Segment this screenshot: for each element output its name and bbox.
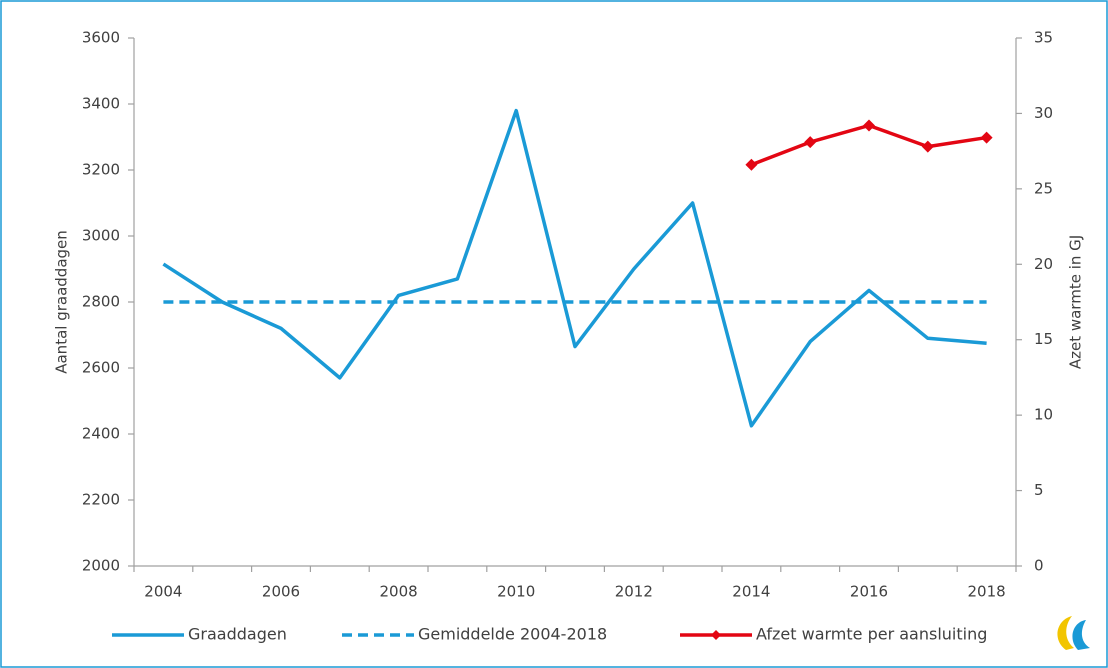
- legend-label: Graaddagen: [188, 625, 287, 644]
- legend-label: Afzet warmte per aansluiting: [756, 625, 987, 644]
- y2-tick-label: 15: [1034, 330, 1053, 348]
- marker: [921, 140, 934, 153]
- marker: [804, 136, 817, 149]
- y-axis-label: Aantal graaddagen: [53, 230, 71, 374]
- y-tick-label: 2800: [82, 293, 120, 311]
- y-tick-label: 2200: [82, 491, 120, 509]
- x-tick-label: 2014: [732, 583, 770, 601]
- y-tick-label: 3400: [82, 95, 120, 113]
- logo: [1057, 616, 1090, 650]
- x-tick-label: 2012: [615, 583, 653, 601]
- y-tick-label: 3000: [82, 227, 120, 245]
- y-tick-label: 2000: [82, 557, 120, 575]
- x-tick-label: 2006: [262, 583, 300, 601]
- x-tick-label: 2010: [497, 583, 535, 601]
- y-tick-label: 2400: [82, 425, 120, 443]
- series-line: [162, 108, 987, 428]
- y2-tick-label: 20: [1034, 255, 1053, 273]
- x-tick-label: 2016: [850, 583, 888, 601]
- y2-axis-label: Azet warmte in GJ: [1067, 235, 1085, 369]
- y2-tick-label: 5: [1034, 481, 1044, 499]
- legend-label: Gemiddelde 2004-2018: [418, 625, 607, 644]
- legend-marker: [711, 630, 721, 640]
- y2-tick-label: 35: [1034, 29, 1053, 47]
- y2-tick-label: 25: [1034, 179, 1053, 197]
- y2-tick-label: 0: [1034, 557, 1044, 575]
- y-tick-label: 3200: [82, 161, 120, 179]
- marker: [745, 158, 758, 171]
- y-tick-label: 3600: [82, 29, 120, 47]
- x-tick-label: 2008: [380, 583, 418, 601]
- marker: [863, 119, 875, 132]
- x-tick-label: 2018: [968, 583, 1006, 601]
- y-tick-label: 2600: [82, 359, 120, 377]
- y2-tick-label: 30: [1034, 104, 1053, 122]
- y2-tick-label: 10: [1034, 406, 1053, 424]
- x-tick-label: 2004: [144, 583, 182, 601]
- marker: [980, 131, 993, 144]
